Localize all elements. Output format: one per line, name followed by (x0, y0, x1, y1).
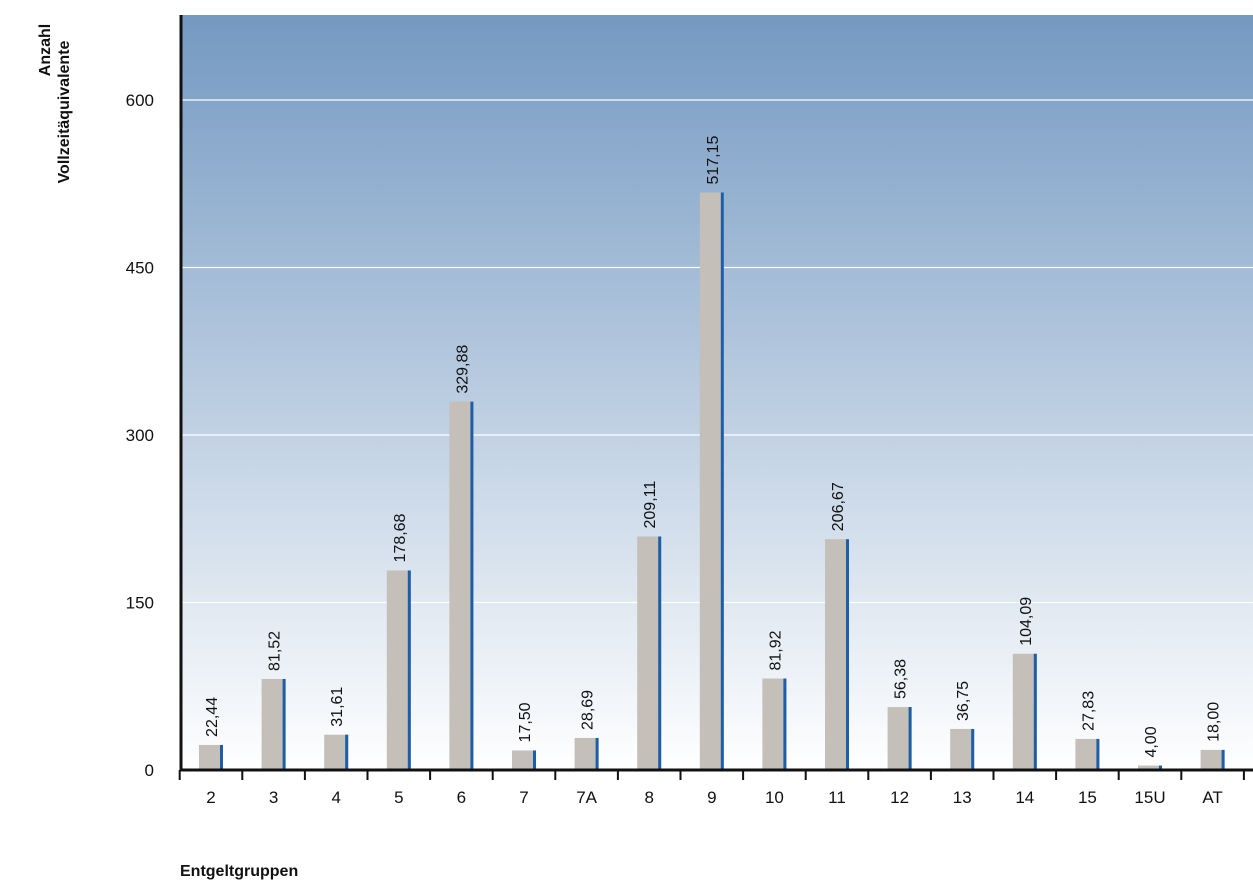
bar (386, 570, 411, 770)
value-label: 17,50 (517, 702, 534, 742)
bar-edge (220, 744, 223, 770)
x-tick-label: 5 (394, 788, 403, 807)
value-label: 22,44 (204, 697, 221, 737)
bar-body (1200, 749, 1225, 770)
value-label: 178,68 (392, 513, 409, 562)
bar-edge (282, 678, 286, 770)
bar (637, 536, 662, 770)
y-tick-label: 150 (126, 594, 154, 613)
bar-body (887, 707, 912, 770)
x-tick-label: 4 (331, 788, 340, 807)
bar (950, 728, 975, 770)
x-tick-label: 15 (1078, 788, 1097, 807)
bar-body (261, 678, 286, 770)
x-tick-label: 14 (1015, 788, 1034, 807)
bar (762, 678, 787, 770)
x-tick-label: 13 (953, 788, 972, 807)
value-label: 31,61 (329, 687, 346, 727)
bar (1075, 738, 1100, 770)
bar-body (1138, 765, 1162, 770)
bar-body (449, 401, 474, 770)
bar-edge (595, 737, 599, 770)
bar-body (950, 728, 975, 770)
x-tick-label: 6 (457, 788, 466, 807)
value-label: 209,11 (642, 481, 659, 529)
x-tick-label: AT (1202, 788, 1222, 807)
bar (1200, 749, 1225, 770)
bar-body (637, 536, 662, 770)
x-axis-title: Entgeltgruppen (180, 863, 298, 880)
bar (512, 750, 536, 770)
bar-body (324, 734, 349, 770)
value-label: 28,69 (580, 690, 597, 730)
y-tick-label: 600 (126, 91, 154, 110)
value-label: 36,75 (955, 681, 972, 721)
bar-body (199, 744, 223, 770)
x-tick-label: 8 (644, 788, 653, 807)
value-label: 206,67 (830, 482, 847, 531)
bar-body (574, 737, 599, 770)
x-tick-labels: 2 3 4 5 6 7 7A 8 9 10 11 12 13 14 15 15U AT (206, 788, 1223, 807)
bar-body (762, 678, 787, 770)
bar-edge (533, 750, 536, 770)
y-tick-label: 300 (126, 426, 154, 445)
bar-edge (345, 734, 349, 770)
y-axis-title-line-2: Vollzeitäquivalente (56, 40, 73, 183)
bar (1012, 653, 1037, 770)
x-tick-label: 7A (576, 788, 597, 807)
x-tick-label: 9 (707, 788, 716, 807)
bar-edge (1159, 765, 1162, 770)
bar-body (699, 192, 724, 770)
bar (574, 737, 599, 770)
y-tick-label: 0 (145, 761, 154, 780)
x-tick-label: 15U (1134, 788, 1165, 807)
bar-edge (720, 192, 724, 770)
bar-edge (1221, 749, 1225, 770)
bar-edge (407, 570, 411, 770)
value-label: 4,00 (1143, 726, 1160, 757)
bar-edge (658, 536, 662, 770)
bar-edge (470, 401, 474, 770)
value-label: 56,38 (893, 659, 910, 699)
value-label: 329,88 (454, 345, 471, 394)
value-labels: 22,44 81,52 31,61 178,68 329,88 17,50 28,69 209… (204, 135, 1223, 757)
bar-edge (1096, 738, 1100, 770)
bar-edge (783, 678, 787, 770)
bar-body (1012, 653, 1037, 770)
bars (199, 192, 1225, 770)
x-tick-label: 7 (519, 788, 528, 807)
x-tick-label: 10 (765, 788, 784, 807)
bar-body (825, 539, 849, 770)
y-axis-title-line-1: Anzahl (37, 24, 54, 76)
x-tick-label: 11 (828, 788, 846, 807)
value-label: 18,00 (1206, 702, 1223, 742)
value-label: 81,52 (267, 631, 284, 671)
bar (449, 401, 474, 770)
x-tick-label: 3 (269, 788, 278, 807)
bar-edge (846, 539, 849, 770)
bar (887, 707, 912, 770)
value-label: 81,92 (767, 630, 784, 670)
x-tick-label: 12 (890, 788, 909, 807)
y-tick-labels: 0 150 300 450 600 (126, 91, 154, 780)
bar-edge (908, 707, 912, 770)
bar-edge (1033, 653, 1037, 770)
value-label: 517,15 (705, 135, 722, 184)
value-label: 104,09 (1018, 597, 1035, 646)
y-tick-label: 450 (126, 259, 154, 278)
bar (261, 678, 286, 770)
bar-body (386, 570, 411, 770)
bar-body (1075, 738, 1100, 770)
bar-body (512, 750, 536, 770)
value-label: 27,83 (1080, 691, 1097, 731)
bar (699, 192, 724, 770)
x-tick-label: 2 (206, 788, 215, 807)
bar-edge (971, 728, 975, 770)
bar (324, 734, 349, 770)
axes (178, 15, 1253, 780)
bar (825, 539, 849, 770)
bar (1138, 765, 1162, 770)
bar (199, 744, 223, 770)
